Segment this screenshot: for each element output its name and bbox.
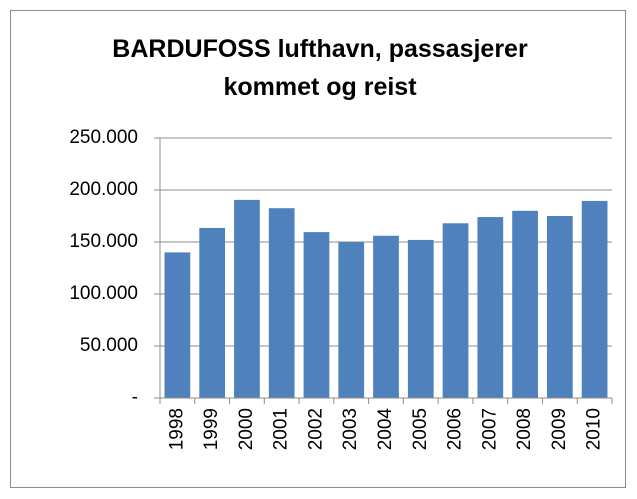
bar [442, 223, 469, 398]
x-tick-label: 2003 [340, 408, 361, 450]
x-tick-label: 1999 [201, 408, 222, 450]
x-tick-label: 1998 [166, 408, 187, 450]
y-tick-label: 50.000 [80, 335, 138, 356]
x-tick-label: 2004 [375, 408, 396, 451]
y-tick-label: 200.000 [69, 179, 138, 200]
x-tick-label: 2006 [445, 408, 466, 450]
bar [338, 242, 365, 398]
x-tick-label: 2005 [410, 408, 431, 450]
bar [407, 239, 434, 398]
bar [199, 227, 226, 398]
bar [581, 200, 608, 398]
x-tick-label: 2002 [305, 408, 326, 450]
x-tick-label: 2007 [479, 408, 500, 450]
y-tick-label: 150.000 [69, 231, 138, 252]
x-tick-label: 2008 [514, 408, 535, 450]
chart-title: BARDUFOSS lufthavn, passasjerer kommet o… [112, 35, 528, 101]
x-tick-label: 2010 [584, 408, 605, 450]
bar [546, 216, 573, 398]
y-tick-label: 100.000 [69, 283, 138, 304]
bar [164, 252, 191, 398]
bar [512, 210, 538, 398]
bar [303, 232, 330, 398]
bar [373, 235, 399, 398]
y-tick-label: 250.000 [69, 127, 138, 148]
y-tick-label: - [132, 387, 138, 408]
bar [234, 199, 260, 398]
bar [477, 217, 504, 398]
x-tick-label: 2001 [271, 408, 292, 450]
x-tick-label: 2009 [549, 408, 570, 450]
x-tick-label: 2000 [236, 408, 257, 450]
bar [268, 208, 295, 398]
